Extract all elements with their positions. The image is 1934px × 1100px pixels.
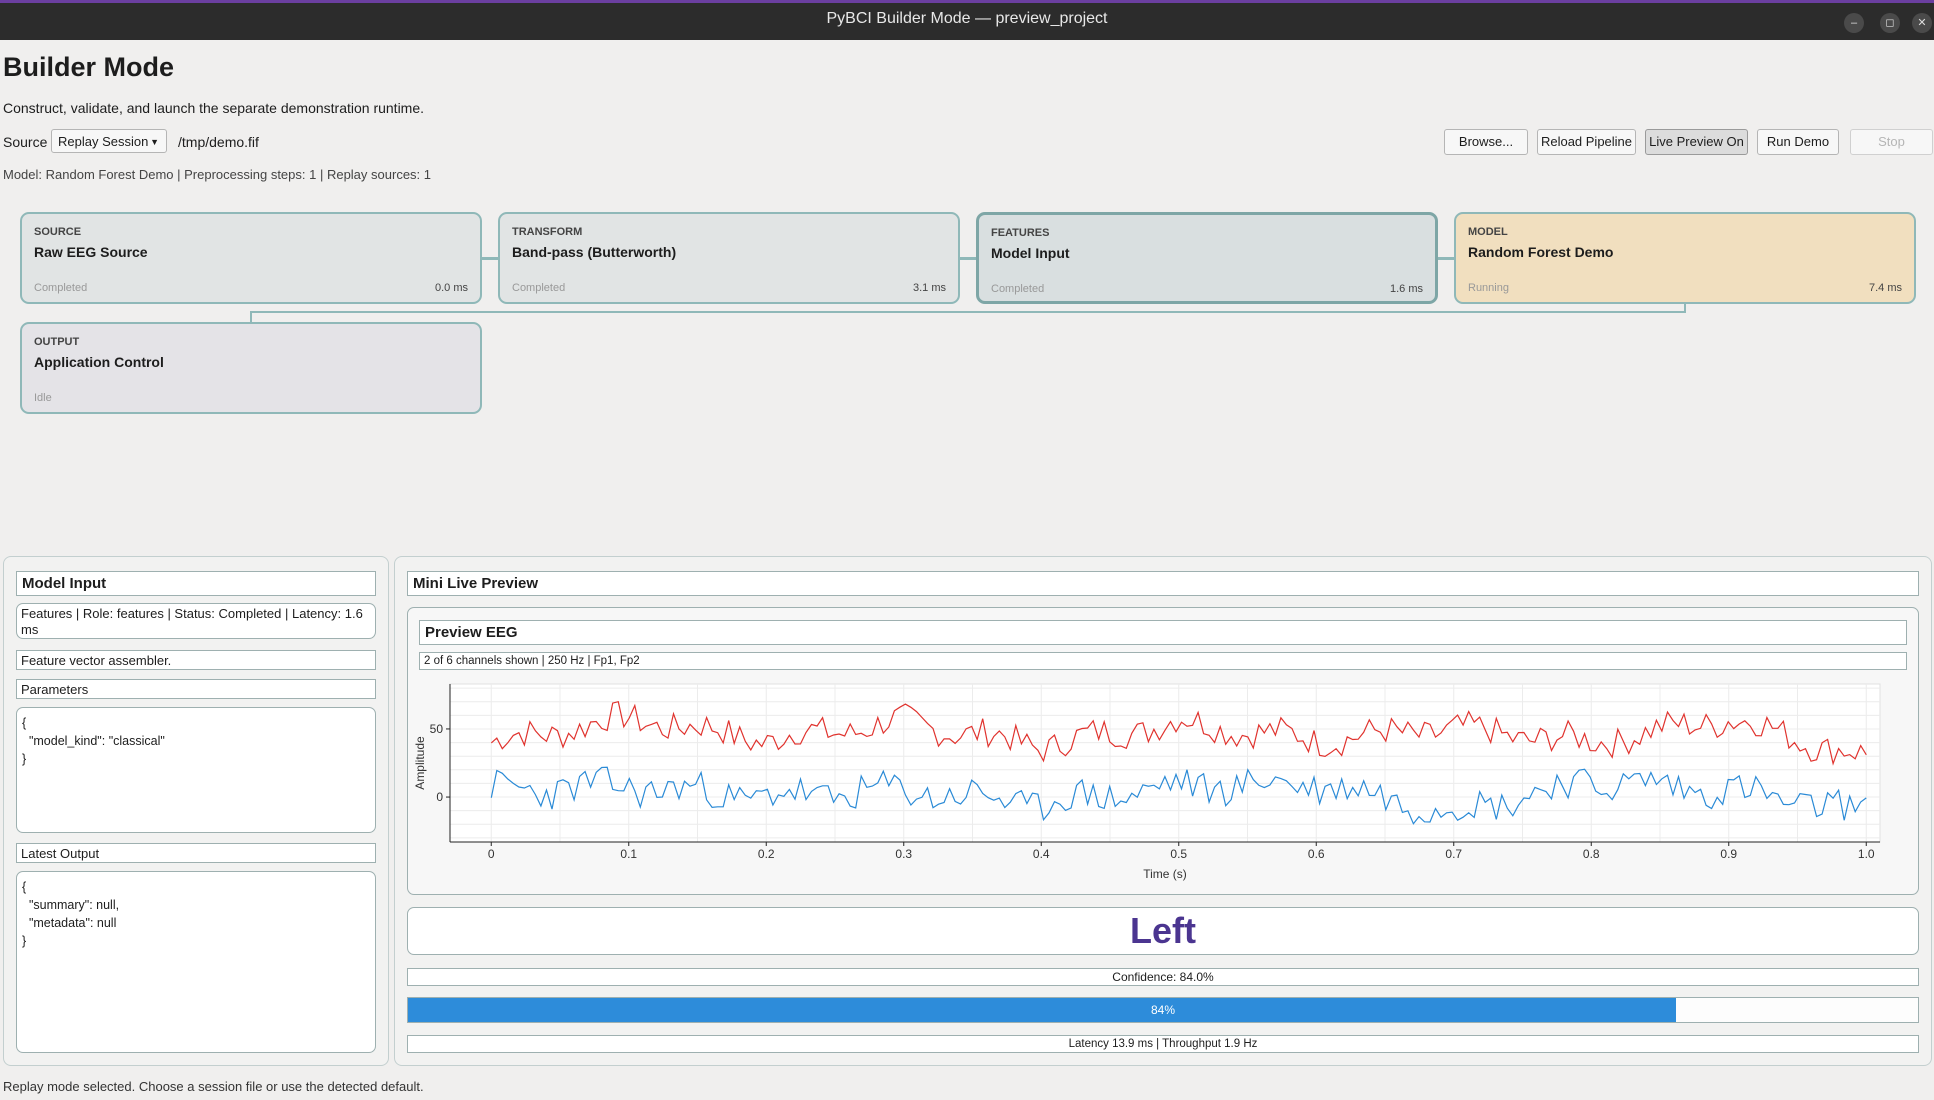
node-latency: 0.0 ms [434,282,468,294]
pipeline-connector [250,311,252,323]
inspector-meta: Features | Role: features | Status: Comp… [16,603,376,639]
pipeline-node-source[interactable]: SOURCE Raw EEG Source Completed 0.0 ms [20,212,482,304]
prediction-label: Left [1130,910,1196,951]
x-axis-label: Time (s) [1143,867,1187,881]
source-path: /tmp/demo.fif [178,134,259,150]
x-tick-label: 0.5 [1170,847,1187,861]
pipeline-connector [250,311,1686,313]
x-tick-label: 0.6 [1308,847,1325,861]
pipeline-node-features[interactable]: FEATURES Model Input Completed 1.6 ms [976,212,1438,304]
node-name: Random Forest Demo [1468,244,1614,260]
x-tick-label: 1.0 [1858,847,1875,861]
inspector-panel: Model Input Features | Role: features | … [3,556,389,1066]
live-preview-toggle[interactable]: Live Preview On [1645,129,1748,155]
x-tick-label: 0 [488,847,495,861]
minimize-icon[interactable]: – [1844,13,1864,33]
node-state: Completed [991,283,1045,295]
node-role: MODEL [1468,226,1508,238]
eeg-series-line [490,700,1867,766]
node-name: Band-pass (Butterworth) [512,244,677,260]
x-tick-label: 0.9 [1720,847,1737,861]
live-preview-panel: Mini Live Preview Preview EEG 2 of 6 cha… [394,556,1932,1066]
node-name: Raw EEG Source [34,244,148,260]
confidence-label: Confidence: 84.0% [407,968,1919,986]
parameters-label: Parameters [16,679,376,699]
node-description: Feature vector assembler. [16,650,376,670]
maximize-icon[interactable]: ◻ [1880,13,1900,33]
node-latency: 1.6 ms [1389,283,1423,295]
run-demo-button[interactable]: Run Demo [1757,129,1839,155]
x-tick-label: 0.4 [1033,847,1050,861]
eeg-series-line [490,766,1867,825]
progress-fill [408,998,1677,1022]
x-tick-label: 0.3 [895,847,912,861]
pipeline-node-model[interactable]: MODEL Random Forest Demo Running 7.4 ms [1454,212,1916,304]
close-icon[interactable]: ✕ [1912,13,1932,33]
node-state: Idle [34,392,52,404]
y-axis-label: Amplitude [413,736,427,790]
node-name: Model Input [991,245,1070,261]
pipeline-node-transform[interactable]: TRANSFORM Band-pass (Butterworth) Comple… [498,212,960,304]
latest-output-label: Latest Output [16,843,376,863]
eeg-chart: 0 0.1 0.2 0.3 0.4 0.5 0.6 0.7 0.8 0.9 1.0 0 50 Time (… [413,683,1881,881]
node-state: Completed [512,282,566,294]
preview-stats: Latency 13.9 ms | Throughput 1.9 Hz [407,1035,1919,1053]
pipeline-connector [958,257,977,260]
preview-title: Mini Live Preview [413,575,539,592]
x-tick-label: 0.1 [620,847,637,861]
preview-title-box: Mini Live Preview [407,571,1919,596]
latest-output-view[interactable]: { "summary": null, "metadata": null } [16,871,376,1053]
pipeline-node-output[interactable]: OUTPUT Application Control Idle [20,322,482,414]
node-role: FEATURES [991,227,1050,239]
progress-label: 84% [1150,1003,1176,1017]
node-role: SOURCE [34,226,82,238]
plot-area [449,683,1881,843]
confidence-progress: 84% [407,997,1919,1023]
eeg-title: Preview EEG [425,624,518,641]
node-state: Completed [34,282,88,294]
window-titlebar: PyBCI Builder Mode — preview_project – ◻… [0,0,1934,40]
latest-output-json: { "summary": null, "metadata": null } [22,880,120,948]
stop-button[interactable]: Stop [1850,129,1933,155]
pipeline-connector [1436,257,1455,260]
x-tick-label: 0.2 [758,847,775,861]
node-name: Application Control [34,354,164,370]
eeg-info: 2 of 6 channels shown | 250 Hz | Fp1, Fp… [419,652,1907,670]
y-tick-label: 50 [430,722,444,736]
eeg-title-box: Preview EEG [419,620,1907,645]
node-latency: 3.1 ms [912,282,946,294]
window-title: PyBCI Builder Mode — preview_project [826,10,1108,27]
page-title: Builder Mode [3,52,175,82]
browse-button[interactable]: Browse... [1444,129,1528,155]
eeg-preview-card: Preview EEG 2 of 6 channels shown | 250 … [407,607,1919,895]
node-state: Running [1468,282,1509,294]
page-subtitle: Construct, validate, and launch the sepa… [3,100,425,116]
chevron-down-icon: ▼ [150,137,159,147]
source-label: Source [3,134,48,150]
reload-pipeline-button[interactable]: Reload Pipeline [1537,129,1636,155]
parameters-editor[interactable]: { "model_kind": "classical" } [16,707,376,833]
status-bar: Replay mode selected. Choose a session f… [3,1079,424,1094]
prediction-box: Left [407,907,1919,955]
y-tick-label: 0 [436,790,443,804]
pipeline-connector [1684,304,1686,313]
node-latency: 7.4 ms [1868,282,1902,294]
source-select-value: Replay Session [58,134,149,149]
source-select[interactable]: Replay Session ▼ [51,129,167,153]
pipeline-summary: Model: Random Forest Demo | Preprocessin… [3,167,431,182]
pipeline-connector [480,257,499,260]
node-role: OUTPUT [34,336,80,348]
inspector-title-box: Model Input [16,571,376,596]
node-role: TRANSFORM [512,226,583,238]
x-tick-label: 0.8 [1583,847,1600,861]
parameters-json: { "model_kind": "classical" } [22,716,165,766]
x-tick-label: 0.7 [1445,847,1462,861]
inspector-title: Model Input [22,575,107,592]
